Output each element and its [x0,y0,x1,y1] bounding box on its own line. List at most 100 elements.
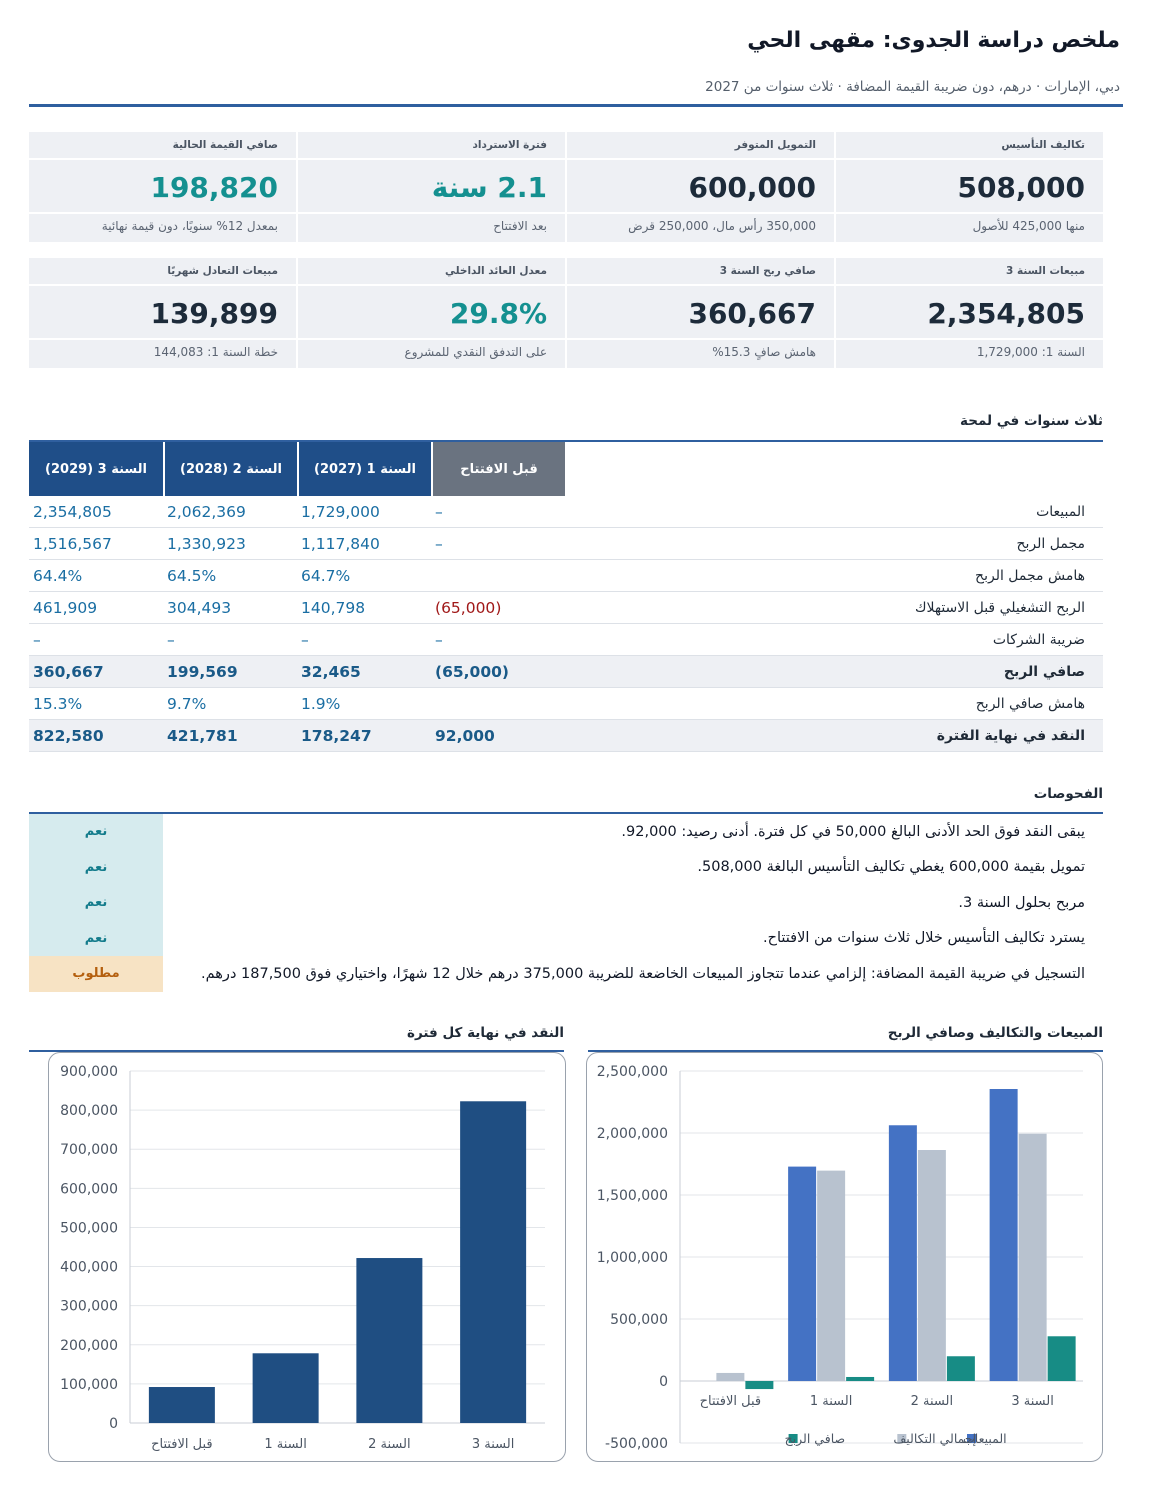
kpi-note: على التدفق النقدي للمشروع [404,345,547,359]
y-tick-label: 600,000 [60,1181,118,1197]
checks-list: يبقى النقد فوق الحد الأدنى البالغ 50,000… [29,814,1103,992]
legend-label: المبيعات [963,1431,1007,1446]
table-cell: (65,000) [435,662,510,681]
check-status-badge: نعم [29,920,163,956]
table-cell: 140,798 [301,598,366,617]
table-cell: – [167,630,175,649]
kpi-card: معدل العائد الداخلي 29.8% على التدفق النقد… [298,258,565,368]
table-row: المبيعات – 1,729,000 2,062,369 2,354,805 [29,496,1103,528]
check-status-badge: نعم [29,885,163,921]
table-cell: 64.7% [301,566,351,585]
bar [356,1258,423,1423]
legend-swatch [788,1434,798,1443]
header-label-spacer [565,442,1103,496]
kpi-value: 2.1 سنة [298,158,565,214]
x-tick-label: السنة 2 [911,1394,953,1409]
y-tick-label: 700,000 [60,1142,118,1158]
kpi-note: بعد الافتتاح [493,219,547,233]
check-text: يبقى النقد فوق الحد الأدنى البالغ 50,000… [621,823,1085,840]
table-cell: – [301,630,309,649]
row-label: هامش صافي الربح [975,695,1085,712]
table-cell: 461,909 [33,598,98,617]
row-label: مجمل الربح [1016,535,1086,552]
legend-label: صافي الربح [785,1431,846,1447]
bar [989,1089,1018,1381]
glance-section-title: ثلاث سنوات في لمحة [960,413,1103,429]
row-label: النقد في نهاية الفترة [936,727,1085,744]
x-tick-label: السنة 1 [810,1394,852,1409]
chart-cash-end-period-svg: 0 100,000 200,000 300,000 400,000 500,000 600,… [60,1064,545,1452]
bar [917,1150,946,1381]
chart-sales-costs-profit: -500,000 0 500,000 1,000,000 1,500,000 2,000,… [586,1052,1103,1462]
y-tick-label: 900,000 [60,1064,118,1080]
legend-swatch [897,1434,907,1443]
kpi-note: خطة السنة 1: 144,083 [153,345,278,359]
table-cell: 1,330,923 [167,534,246,553]
row-label: ضريبة الشركات [992,631,1085,648]
kpi-card: مبيعات السنة 3 2,354,805 السنة 1: 1,729,00… [836,258,1103,368]
table-cell: 421,781 [167,726,238,745]
y-tick-label: 1,500,000 [597,1188,668,1204]
glance-table-body: المبيعات – 1,729,000 2,062,369 2,354,805 مجمل… [29,496,1103,752]
table-row: صافي الربح (65,000) 32,465 199,569 360,667 [29,656,1103,688]
glance-divider [29,440,1103,442]
y-tick-label: 0 [659,1374,668,1390]
table-cell: 822,580 [33,726,104,745]
check-text: يسترد تكاليف التأسيس خلال ثلاث سنوات من … [763,930,1085,947]
col-header-year1: السنة 1 (2027) [297,442,431,496]
glance-table: قبل الافتتاح السنة 1 (2027) السنة 2 (202… [29,442,1103,752]
chart-cash-end-period: 0 100,000 200,000 300,000 400,000 500,000 600,… [48,1052,566,1462]
kpi-label: التمويل المتوفر [734,139,816,151]
y-tick-label: -500,000 [605,1436,668,1452]
bar [846,1376,875,1381]
bar [946,1356,975,1381]
legend-label: إجمالي التكاليف [893,1431,976,1446]
y-tick-label: 0 [109,1416,118,1432]
y-tick-label: 1,000,000 [597,1250,668,1266]
kpi-label: معدل العائد الداخلي [444,265,547,277]
kpi-note: 350,000 رأس مال، 250,000 قرض [628,219,816,233]
bar [1018,1133,1047,1381]
title-divider [29,104,1123,107]
kpi-grid: تكاليف التأسيس 508,000 منها 425,000 للأصول… [29,132,1103,368]
kpi-value: 508,000 [836,158,1103,214]
checks-divider [29,812,1103,814]
col-header-preopening: قبل الافتتاح [431,442,565,496]
table-cell: 9.7% [167,694,207,713]
chart-cash-title: النقد في نهاية كل فترة [407,1025,564,1041]
check-item: تمويل بقيمة 600,000 يغطي تكاليف التأسيس … [29,849,1103,885]
kpi-value: 139,899 [29,284,296,340]
y-tick-label: 200,000 [60,1338,118,1354]
kpi-label: فترة الاسترداد [472,139,547,151]
table-cell: 1,516,567 [33,534,112,553]
table-cell: – [435,630,443,649]
check-status-badge: نعم [29,849,163,885]
check-item: التسجيل في ضريبة القيمة المضافة: إلزامي … [29,956,1103,992]
bar [252,1353,319,1423]
kpi-card: صافي القيمة الحالية 198,820 بمعدل 12% سنوي… [29,132,296,242]
y-tick-label: 2,000,000 [597,1126,668,1142]
check-item: يبقى النقد فوق الحد الأدنى البالغ 50,000… [29,814,1103,850]
y-tick-label: 500,000 [60,1220,118,1236]
glance-table-header: قبل الافتتاح السنة 1 (2027) السنة 2 (202… [29,442,1103,496]
legend-swatch [967,1434,976,1443]
kpi-card: صافي ربح السنة 3 360,667 هامش صافٍ 15.3% [567,258,834,368]
chart-sales-costs-profit-svg: -500,000 0 500,000 1,000,000 1,500,000 2,000,… [597,1064,1083,1452]
table-cell: 32,465 [301,662,361,681]
bar [1047,1336,1076,1381]
table-row: هامش مجمل الربح 64.7% 64.5% 64.4% [29,560,1103,592]
table-cell: – [33,630,41,649]
table-cell: 360,667 [33,662,104,681]
col-header-year2: السنة 2 (2028) [163,442,297,496]
x-tick-label: السنة 3 [1011,1394,1053,1409]
y-tick-label: 300,000 [60,1299,118,1315]
table-cell: – [435,534,443,553]
check-text: التسجيل في ضريبة القيمة المضافة: إلزامي … [201,965,1085,982]
x-tick-label: قبل الافتتاح [700,1394,762,1409]
kpi-label: مبيعات التعادل شهريًا [167,265,278,277]
kpi-label: مبيعات السنة 3 [1006,265,1085,277]
y-tick-label: 500,000 [610,1312,668,1328]
table-cell: 2,354,805 [33,502,112,521]
kpi-note: السنة 1: 1,729,000 [976,345,1085,359]
